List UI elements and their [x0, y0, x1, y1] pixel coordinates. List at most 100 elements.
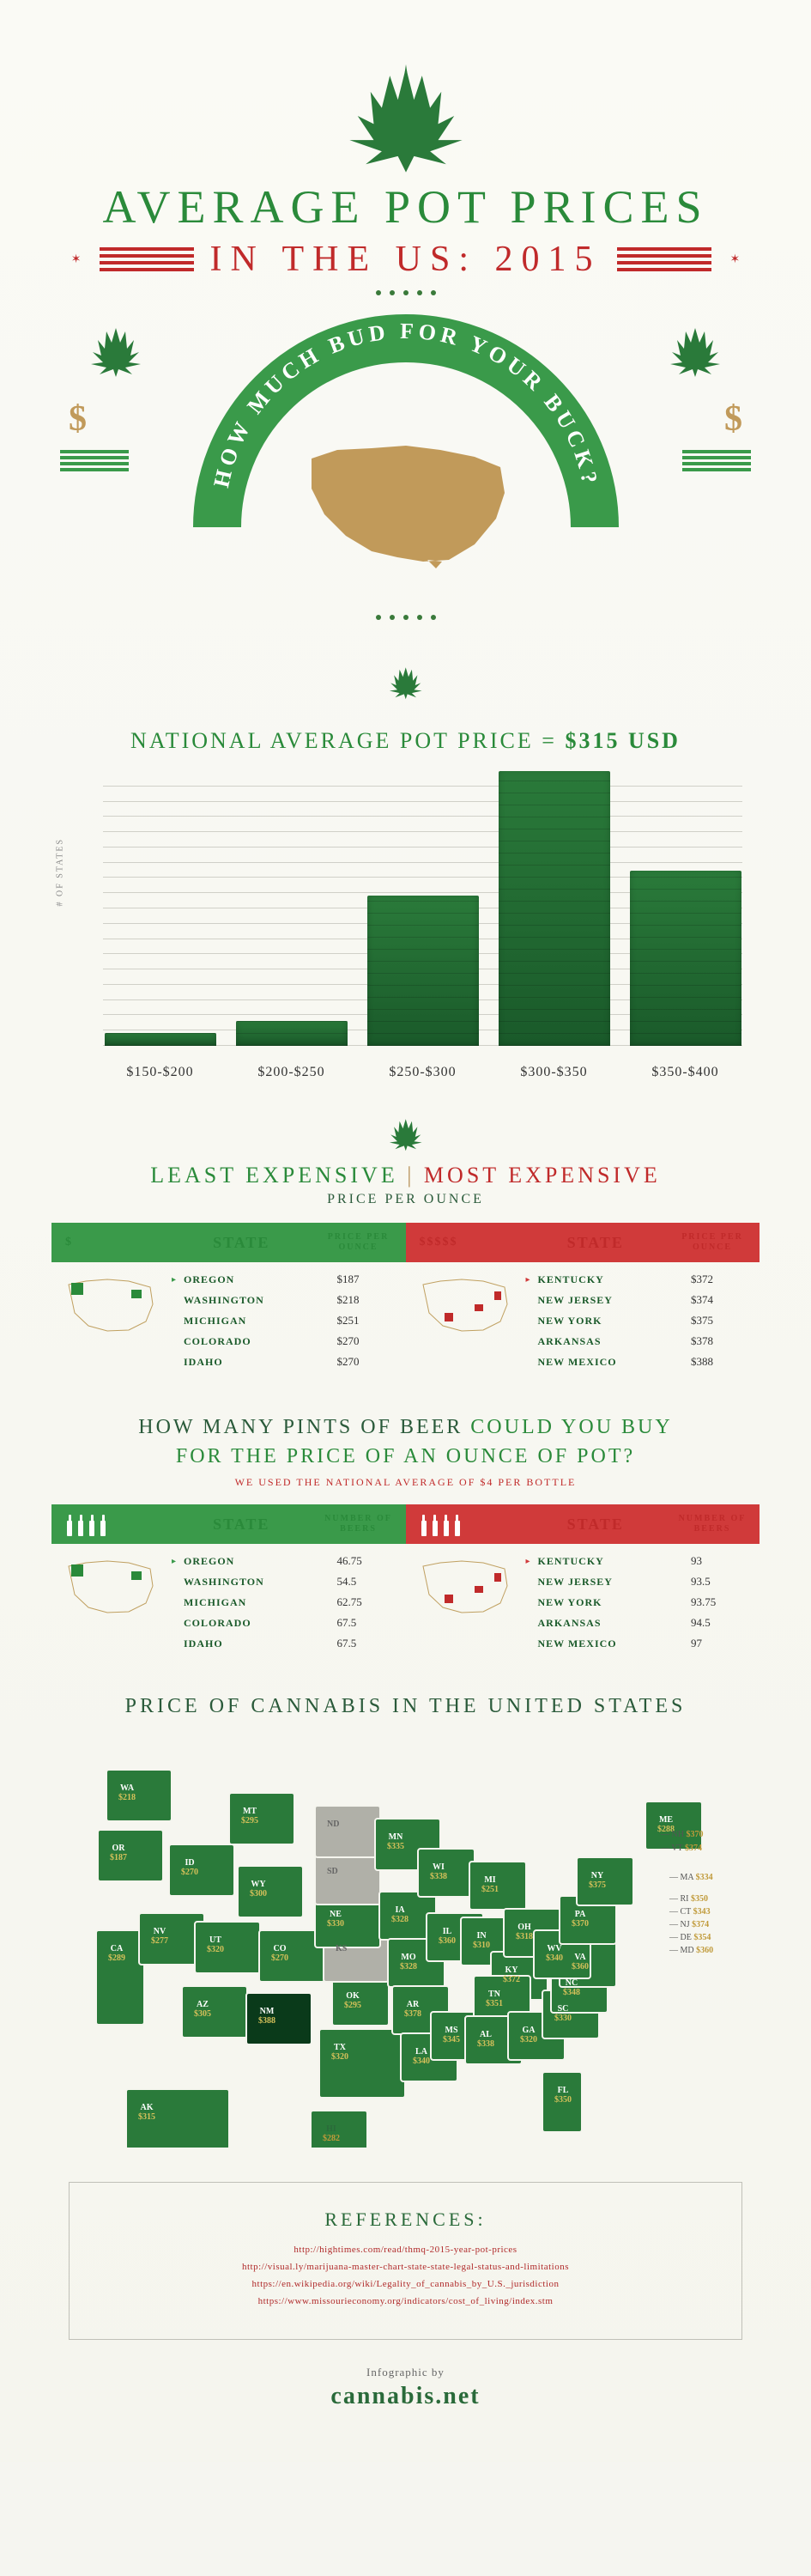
beer-most-table: STATE NUMBER OF BEERS ▸KENTUCKY93NEW JER… — [406, 1504, 760, 1661]
most-expensive-table: $$$$$ STATE PRICE PER OUNCE ▸KENTUCKY$37… — [406, 1223, 760, 1379]
state-label: NM$388 — [258, 2007, 275, 2026]
table-row: IDAHO$270 — [172, 1352, 406, 1372]
side-state-label: — MD $360 — [669, 1946, 713, 1955]
state-label: CA$289 — [108, 1944, 125, 1963]
table-row: MICHIGAN$251 — [172, 1310, 406, 1331]
header: AVERAGE POT PRICES ✶ IN THE US: 2015 ✶ H… — [51, 34, 760, 702]
table-row: NEW JERSEY$374 — [526, 1290, 760, 1310]
state-label: HI$282 — [323, 2124, 340, 2143]
reference-link: https://en.wikipedia.org/wiki/Legality_o… — [104, 2279, 707, 2289]
table-row: ARKANSAS$378 — [526, 1331, 760, 1352]
reference-link: http://hightimes.com/read/thmq-2015-year… — [104, 2245, 707, 2255]
side-state-label: — NJ $374 — [669, 1920, 709, 1929]
table-row: NEW JERSEY93.5 — [526, 1571, 760, 1592]
mini-map-icon — [406, 1262, 526, 1379]
state-label: LA$340 — [413, 2047, 430, 2066]
leaf-icon — [86, 321, 146, 381]
references-title: REFERENCES: — [104, 2208, 707, 2231]
beer-section-header: HOW MANY PINTS OF BEER COULD YOU BUY FOR… — [51, 1413, 760, 1489]
footer-by: Infographic by — [51, 2366, 760, 2379]
mini-map-icon — [406, 1544, 526, 1661]
table-header: STATE NUMBER OF BEERS — [51, 1504, 406, 1544]
table-row: ARKANSAS94.5 — [526, 1613, 760, 1633]
state-label: SC$330 — [554, 2004, 572, 2023]
y-axis-label: # OF STATES — [56, 838, 65, 907]
bars-container — [103, 771, 742, 1046]
reference-link: http://visual.ly/marijuana-master-chart-… — [104, 2262, 707, 2272]
table-rows: ▸OREGON$187WASHINGTON$218MICHIGAN$251COL… — [172, 1262, 406, 1379]
table-row: IDAHO67.5 — [172, 1633, 406, 1654]
state-label: KS — [336, 1944, 347, 1953]
table-row: COLORADO$270 — [172, 1331, 406, 1352]
table-row: NEW YORK93.75 — [526, 1592, 760, 1613]
reference-link: https://www.missourieconomy.org/indicato… — [104, 2296, 707, 2306]
state-label: WA$218 — [118, 1783, 136, 1802]
state-label: NY$375 — [589, 1871, 606, 1890]
state-label: MT$295 — [241, 1807, 258, 1826]
table-row: ▸OREGON$187 — [172, 1269, 406, 1290]
side-state-label: — NH $370 — [661, 1830, 703, 1839]
table-row: WASHINGTON54.5 — [172, 1571, 406, 1592]
leaf-icon — [386, 1115, 426, 1154]
price-tables: $ STATE PRICE PER OUNCE ▸OREGON$187WASHI… — [51, 1223, 760, 1379]
table-row: NEW MEXICO$388 — [526, 1352, 760, 1372]
section-subtitle: PRICE PER OUNCE — [51, 1192, 760, 1207]
footer-site: cannabis.net — [51, 2383, 760, 2410]
x-labels: $150-$200$200-$250$250-$300$300-$350$350… — [103, 1065, 742, 1080]
table-rows: ▸KENTUCKY93NEW JERSEY93.5NEW YORK93.75AR… — [526, 1544, 760, 1661]
state-label: AR$378 — [404, 2000, 421, 2019]
state-label: NV$277 — [151, 1927, 168, 1946]
state-label: OR$187 — [110, 1844, 127, 1862]
leaf-icon — [386, 663, 426, 702]
table-header: $$$$$ STATE PRICE PER OUNCE — [406, 1223, 760, 1262]
state-label: OK$295 — [344, 1991, 361, 2010]
state-label: NC$348 — [563, 1978, 580, 1997]
title-line2-row: ✶ IN THE US: 2015 ✶ — [51, 239, 760, 280]
state-label: OH$318 — [516, 1923, 533, 1941]
table-row: MICHIGAN62.75 — [172, 1592, 406, 1613]
state-label: UT$320 — [207, 1935, 224, 1954]
arc-section: HOW MUCH BUD FOR YOUR BUCK? $ $ — [51, 313, 760, 605]
dollar-icon-right: $ — [724, 398, 742, 440]
references-box: REFERENCES: http://hightimes.com/read/th… — [69, 2182, 742, 2340]
state-label: IN$310 — [473, 1931, 490, 1950]
state-label: WV$340 — [546, 1944, 563, 1963]
side-state-label: — VT $374 — [661, 1844, 702, 1853]
x-label: $150-$200 — [105, 1065, 216, 1080]
state-label: NE$330 — [327, 1910, 344, 1929]
state-label: IL$360 — [439, 1927, 456, 1946]
footer: Infographic by cannabis.net — [51, 2366, 760, 2410]
state-label: TX$320 — [331, 2043, 348, 2062]
state-label: ID$270 — [181, 1858, 198, 1877]
side-state-label: — MA $334 — [669, 1873, 713, 1882]
table-row: NEW YORK$375 — [526, 1310, 760, 1331]
infographic-page: AVERAGE POT PRICES ✶ IN THE US: 2015 ✶ H… — [0, 0, 811, 2462]
state-label: AZ$305 — [194, 2000, 211, 2019]
side-state-label: — DE $354 — [669, 1933, 711, 1942]
x-label: $350-$400 — [630, 1065, 741, 1080]
state-label: WI$338 — [430, 1862, 447, 1881]
beer-title: HOW MANY PINTS OF BEER COULD YOU BUY FOR… — [51, 1413, 760, 1471]
least-expensive-table: $ STATE PRICE PER OUNCE ▸OREGON$187WASHI… — [51, 1223, 406, 1379]
us-map-icon — [294, 433, 517, 570]
map-title: PRICE OF CANNABIS IN THE UNITED STATES — [51, 1695, 760, 1718]
side-state-label: — RI $350 — [669, 1894, 708, 1904]
state-label: TN$351 — [486, 1990, 503, 2008]
state-label: KY$372 — [503, 1965, 520, 1984]
table-row: COLORADO67.5 — [172, 1613, 406, 1633]
state-label: IA$328 — [391, 1905, 409, 1924]
bottles-icon — [51, 1512, 172, 1536]
table-header: $ STATE PRICE PER OUNCE — [51, 1223, 406, 1262]
leaf-icon-top — [51, 52, 760, 180]
state-label: WY$300 — [250, 1880, 267, 1899]
bottles-icon — [406, 1512, 526, 1536]
state-label: MS$345 — [443, 2026, 460, 2044]
state-label: VA$360 — [572, 1953, 589, 1971]
beer-least-table: STATE NUMBER OF BEERS ▸OREGON46.75WASHIN… — [51, 1504, 406, 1661]
table-header: STATE NUMBER OF BEERS — [406, 1504, 760, 1544]
side-state-label: — CT $343 — [669, 1907, 711, 1917]
mini-map-icon — [51, 1262, 172, 1379]
national-average: NATIONAL AVERAGE POT PRICE = $315 USD — [51, 728, 760, 754]
leaf-icon — [665, 321, 725, 381]
state-label: PA$370 — [572, 1910, 589, 1929]
